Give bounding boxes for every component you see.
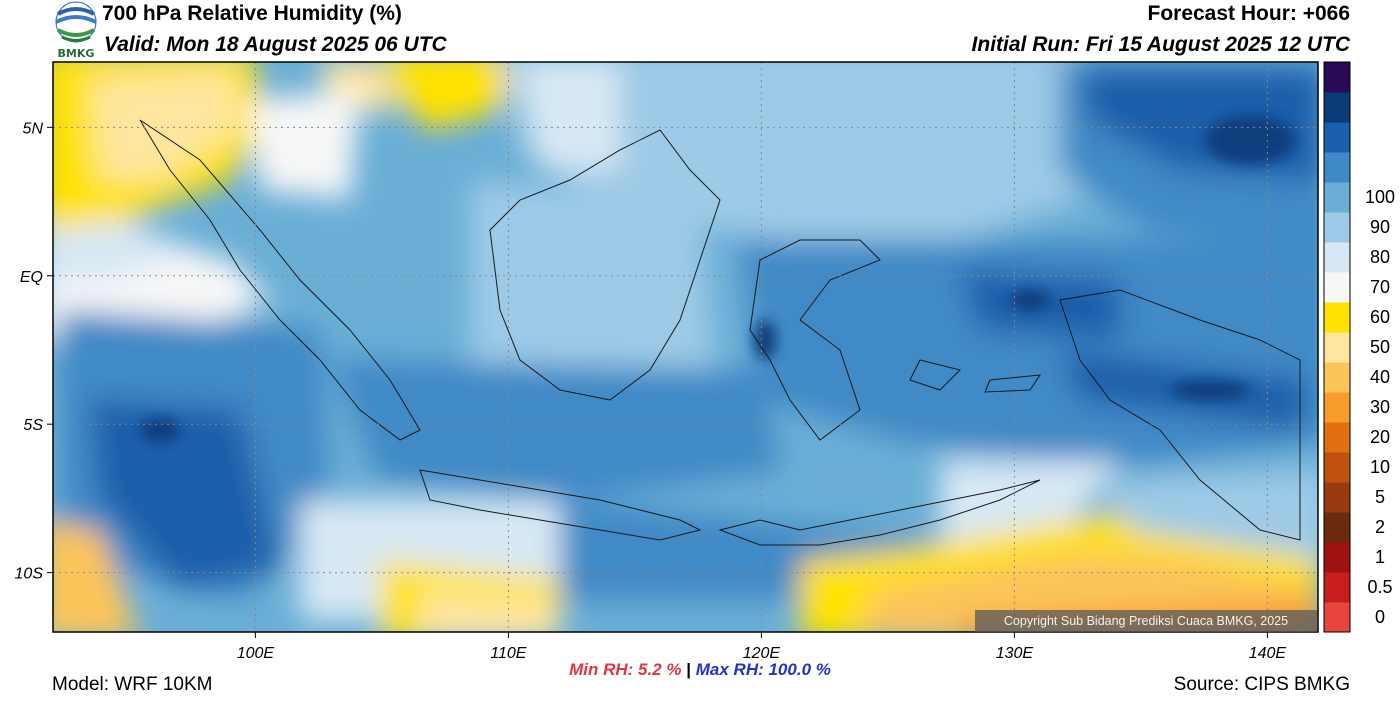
- colorbar-band: [1324, 272, 1350, 303]
- copyright-label: Copyright Sub Bidang Prediksi Cuaca BMKG…: [975, 610, 1317, 632]
- lon-tick-label: 140E: [1249, 645, 1287, 662]
- colorbar-label: 50: [1370, 337, 1390, 357]
- colorbar-band: [1324, 482, 1350, 513]
- colorbar-label: 1: [1375, 547, 1385, 567]
- colorbar-band: [1324, 392, 1350, 423]
- colorbar-label: 90: [1370, 217, 1390, 237]
- lon-tick-label: 100E: [237, 645, 275, 662]
- colorbar-band: [1324, 422, 1350, 453]
- lon-tick-label: 130E: [996, 645, 1034, 662]
- forecast-hour: Forecast Hour: +066: [1147, 2, 1351, 25]
- bmkg-logo: [55, 1, 97, 43]
- colorbar-label: 30: [1370, 397, 1390, 417]
- axis-ticks: 100E 110E 120E 130E 140E 5N EQ 5S 10S: [15, 120, 1287, 662]
- lon-tick-label: 110E: [490, 645, 527, 662]
- lat-tick-label: EQ: [20, 269, 43, 286]
- source-label: Source: CIPS BMKG: [1173, 674, 1350, 695]
- map-frame: [52, 61, 1319, 633]
- colorbar-band: [1324, 122, 1350, 153]
- map-title: 700 hPa Relative Humidity (%): [102, 2, 402, 25]
- lat-tick-label: 5S: [23, 417, 43, 434]
- colorbar-band: [1324, 542, 1350, 573]
- colorbar-band: [1324, 152, 1350, 183]
- lat-tick-label: 10S: [15, 566, 44, 583]
- colorbar-label: 20: [1370, 427, 1390, 447]
- colorbar-band: [1324, 512, 1350, 543]
- max-rh: Max RH: 100.0 %: [695, 660, 831, 679]
- colorbar-frame: [1323, 61, 1351, 633]
- colorbar-label: 2: [1375, 517, 1385, 537]
- coastlines: [139, 119, 1301, 546]
- colorbar-label: 10: [1370, 457, 1390, 477]
- lat-lon-grid: [53, 62, 1318, 632]
- stats-separator: |: [686, 660, 692, 679]
- colorbar-band: [1324, 62, 1350, 93]
- colorbar-band: [1324, 212, 1350, 243]
- min-rh: Min RH: 5.2 %: [569, 660, 682, 679]
- colorbar-band: [1324, 332, 1350, 363]
- colorbar-label: 70: [1370, 277, 1390, 297]
- colorbar-band: [1324, 572, 1350, 603]
- colorbar-band: [1324, 362, 1350, 393]
- logo-text: BMKG: [57, 47, 95, 60]
- colorbar-label: 5: [1375, 487, 1385, 507]
- model-label: Model: WRF 10KM: [52, 674, 213, 695]
- colorbar-band: [1324, 92, 1350, 123]
- rh-stats: Min RH: 5.2 % | Max RH: 100.0 %: [0, 660, 1400, 680]
- lat-tick-label: 5N: [23, 120, 44, 137]
- initial-run: Initial Run: Fri 15 August 2025 12 UTC: [971, 33, 1350, 56]
- lon-tick-label: 120E: [743, 645, 781, 662]
- colorbar-band: [1324, 182, 1350, 213]
- colorbar-band: [1324, 302, 1350, 333]
- colorbar: 100 90 80 70 60 50 40 30 20 10 5 2 1 0.5 0: [1323, 61, 1395, 633]
- colorbar-band: [1324, 452, 1350, 483]
- colorbar-label: 80: [1370, 247, 1390, 267]
- colorbar-band: [1324, 242, 1350, 273]
- colorbar-label: 100: [1365, 187, 1395, 207]
- colorbar-label: 40: [1370, 367, 1390, 387]
- colorbar-label: 0: [1375, 607, 1385, 627]
- humidity-field: [53, 62, 1318, 632]
- colorbar-label: 0.5: [1367, 577, 1392, 597]
- colorbar-band: [1324, 602, 1350, 633]
- colorbar-label: 60: [1370, 307, 1390, 327]
- valid-time: Valid: Mon 18 August 2025 06 UTC: [104, 33, 447, 56]
